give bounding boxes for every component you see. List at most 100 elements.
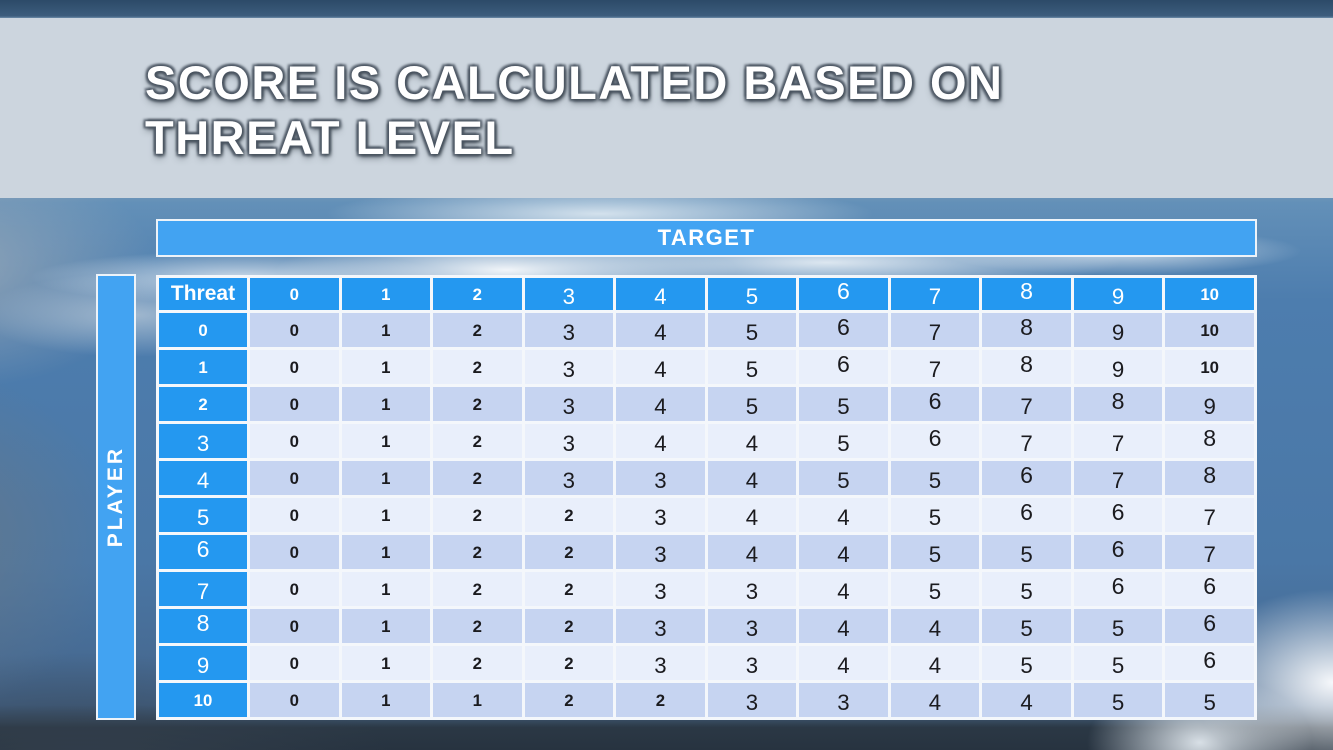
row-header-cell: 7 xyxy=(159,572,247,606)
table-row: 6 0 1 2 2 3 4 4 5 5 6 7 xyxy=(159,535,1254,569)
score-cell: 6 xyxy=(1165,646,1254,680)
score-cell: 7 xyxy=(890,313,980,347)
score-cell: 5 xyxy=(799,461,888,495)
score-cell: 4 xyxy=(707,535,797,569)
digit: 3 xyxy=(562,430,576,456)
score-cell: 6 xyxy=(890,424,980,458)
score-cell: 4 xyxy=(799,572,888,606)
digit: 1 xyxy=(381,580,391,599)
column-header-cell: 9 xyxy=(1073,278,1163,310)
digit: 2 xyxy=(564,617,574,636)
digit: 9 xyxy=(196,652,210,678)
digit: 1 xyxy=(381,617,391,636)
digit: 0 xyxy=(289,580,299,599)
score-cell: 7 xyxy=(982,387,1071,421)
score-cell: 4 xyxy=(799,609,888,643)
digit: 0 xyxy=(289,543,299,562)
score-cell: 0 xyxy=(250,572,339,606)
digit: 8 xyxy=(1020,278,1033,305)
digit: 4 xyxy=(654,430,667,456)
column-header-cell: 7 xyxy=(890,278,980,310)
score-cell: 2 xyxy=(433,424,522,458)
digit: 1 xyxy=(381,506,391,525)
score-cell: 6 xyxy=(799,350,888,384)
digit: 3 xyxy=(562,393,576,419)
column-header-cell: 2 xyxy=(433,278,522,310)
digit: 0 xyxy=(289,654,299,673)
score-cell: 1 xyxy=(341,350,431,384)
digit: 1 xyxy=(381,358,391,377)
score-cell: 0 xyxy=(250,424,339,458)
score-cell: 8 xyxy=(982,313,1071,347)
digit: 4 xyxy=(1020,689,1033,715)
column-header-cell: 3 xyxy=(524,278,614,310)
digit: 6 xyxy=(837,351,850,378)
score-cell: 0 xyxy=(250,683,339,717)
page-title-line1: SCORE IS CALCULATED BASED ON xyxy=(145,56,1004,109)
score-cell: 8 xyxy=(1165,424,1254,458)
score-cell: 10 xyxy=(1165,350,1254,384)
digit: 0 xyxy=(289,691,299,710)
digit: 1 xyxy=(381,469,391,488)
column-header-cell: 5 xyxy=(707,278,797,310)
digit: 2 xyxy=(564,543,574,562)
digit: 4 xyxy=(745,541,759,567)
score-cell: 3 xyxy=(524,387,614,421)
table-row: 8 0 1 2 2 3 3 4 4 5 5 6 xyxy=(159,609,1254,643)
digit: 6 xyxy=(1111,573,1125,600)
digit: 1 xyxy=(1200,285,1210,304)
digit: 4 xyxy=(928,652,942,678)
digit: 3 xyxy=(562,356,576,382)
table-row: 0 0 1 2 3 4 5 6 7 8 9 10 xyxy=(159,313,1254,347)
digit: 2 xyxy=(472,285,482,304)
score-cell: 0 xyxy=(250,609,339,643)
score-cell: 2 xyxy=(524,683,614,717)
score-cell: 7 xyxy=(982,424,1071,458)
score-cell: 7 xyxy=(1073,424,1163,458)
score-cell: 3 xyxy=(799,683,888,717)
score-cell: 2 xyxy=(433,350,522,384)
digit: 6 xyxy=(1111,536,1125,563)
digit: 5 xyxy=(1111,615,1125,641)
digit: 1 xyxy=(381,321,391,340)
row-header-cell: 4 xyxy=(159,461,247,495)
score-cell: 1 xyxy=(341,572,431,606)
score-cell: 3 xyxy=(616,572,705,606)
digit: 5 xyxy=(1111,689,1125,715)
digit: 5 xyxy=(928,504,942,530)
digit: 0 xyxy=(289,469,299,488)
score-cell: 1 xyxy=(341,424,431,458)
score-cell: 2 xyxy=(524,609,614,643)
digit: 6 xyxy=(1203,573,1217,600)
digit: 3 xyxy=(745,615,759,641)
digit: 4 xyxy=(745,467,759,493)
score-cell: 1 xyxy=(341,387,431,421)
digit: 2 xyxy=(564,580,574,599)
player-axis-band: PLAYER xyxy=(96,274,136,720)
digit: 5 xyxy=(837,467,850,493)
digit: 4 xyxy=(928,689,942,715)
digit: 1 xyxy=(472,691,482,710)
score-cell: 1 xyxy=(341,461,431,495)
digit: 8 xyxy=(1020,314,1033,341)
digit: 0 xyxy=(289,358,299,377)
digit: 6 xyxy=(1203,610,1217,637)
digit: 8 xyxy=(1111,388,1125,415)
digit: 6 xyxy=(1020,499,1033,526)
score-cell: 6 xyxy=(982,498,1071,532)
score-cell: 0 xyxy=(250,498,339,532)
digit: 8 xyxy=(1203,425,1217,452)
digit: 1 xyxy=(198,358,208,377)
score-cell: 4 xyxy=(799,646,888,680)
digit: 7 xyxy=(1111,430,1125,456)
page-title-line2: THREAT LEVEL xyxy=(145,111,515,164)
digit: 3 xyxy=(654,504,667,530)
score-cell: 2 xyxy=(433,646,522,680)
column-header-cell: 1 xyxy=(341,278,431,310)
score-cell: 1 xyxy=(341,683,431,717)
target-axis-label: TARGET xyxy=(657,225,756,250)
digit: 7 xyxy=(196,578,210,604)
score-cell: 4 xyxy=(707,461,797,495)
score-cell: 5 xyxy=(1073,609,1163,643)
score-cell: 3 xyxy=(616,535,705,569)
